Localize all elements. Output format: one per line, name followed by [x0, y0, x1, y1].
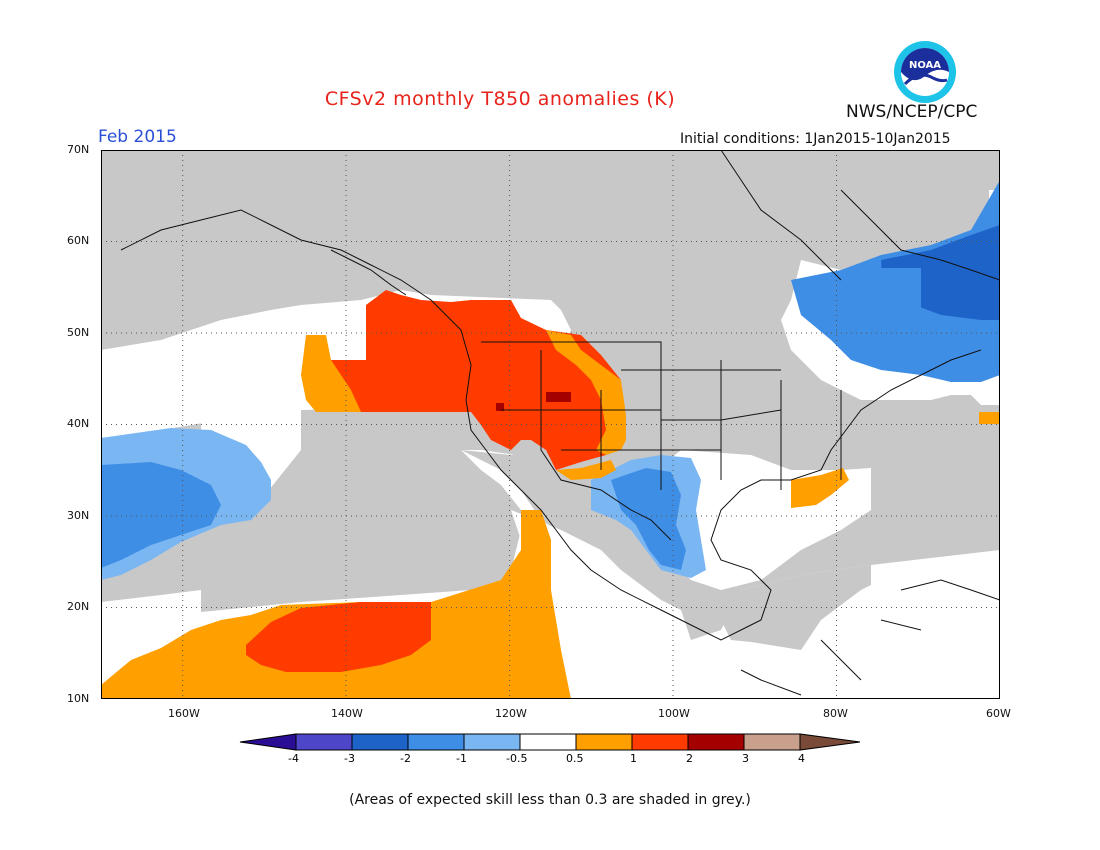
legend-swatch-above-4: [799, 733, 861, 751]
legend-swatch-neg2-neg1: [407, 733, 465, 751]
legend-swatch-05-1: [575, 733, 633, 751]
initial-conditions: Initial conditions: 1Jan2015-10Jan2015: [680, 131, 951, 147]
lat-label-40n: 40N: [67, 417, 90, 430]
positive-anomaly-tropical-pacific: [101, 510, 571, 699]
map-frame: [101, 150, 1000, 699]
legend-tick: -3: [344, 752, 355, 765]
legend-swatch-below-neg4: [239, 733, 297, 751]
legend-tick: 4: [798, 752, 805, 765]
color-legend: [239, 733, 861, 751]
lon-label-160w: 160W: [168, 707, 200, 720]
noaa-logo-text: NOAA: [909, 60, 941, 71]
legend-tick: 2: [686, 752, 693, 765]
legend-tick: 3: [742, 752, 749, 765]
legend-swatch-3-4: [743, 733, 801, 751]
lon-label-100w: 100W: [658, 707, 690, 720]
anomaly-map: [101, 150, 1000, 699]
positive-anomaly-southeast: [791, 468, 849, 508]
legend-swatch-neg1-neg05: [463, 733, 521, 751]
noaa-logo: NOAA: [894, 41, 956, 103]
legend-swatch-1-2: [631, 733, 689, 751]
legend-tick: -4: [288, 752, 299, 765]
legend-tick: -1: [456, 752, 467, 765]
lon-label-140w: 140W: [331, 707, 363, 720]
legend-swatch-2-3: [687, 733, 745, 751]
legend-ticks: -4 -3 -2 -1 -0.5 0.5 1 2 3 4: [0, 752, 1100, 768]
legend-swatch-neg4-neg3: [295, 733, 353, 751]
lat-label-60n: 60N: [67, 234, 90, 247]
positive-anomaly-atlantic: [979, 412, 1000, 424]
chart-title: CFSv2 monthly T850 anomalies (K): [324, 88, 676, 110]
legend-tick: 0.5: [566, 752, 584, 765]
lat-label-50n: 50N: [67, 326, 90, 339]
lat-label-30n: 30N: [67, 509, 90, 522]
legend-swatch-neutral: [519, 733, 577, 751]
organization-label: NWS/NCEP/CPC: [846, 102, 978, 122]
lat-label-10n: 10N: [67, 692, 90, 705]
legend-tick: -0.5: [506, 752, 528, 765]
legend-tick: -2: [400, 752, 411, 765]
lon-label-80w: 80W: [823, 707, 848, 720]
lon-label-60w: 60W: [986, 707, 1011, 720]
positive-anomaly-west: [301, 290, 626, 480]
forecast-month: Feb 2015: [98, 127, 177, 147]
legend-swatch-neg3-neg2: [351, 733, 409, 751]
coastlines: [120, 150, 1000, 696]
legend-tick: 1: [630, 752, 637, 765]
skill-footnote: (Areas of expected skill less than 0.3 a…: [349, 792, 751, 808]
negative-anomaly-canada: [791, 180, 1000, 382]
lat-label-70n: 70N: [67, 143, 90, 156]
lon-label-120w: 120W: [495, 707, 527, 720]
lat-label-20n: 20N: [67, 600, 90, 613]
negative-anomaly-pacific: [101, 428, 271, 580]
